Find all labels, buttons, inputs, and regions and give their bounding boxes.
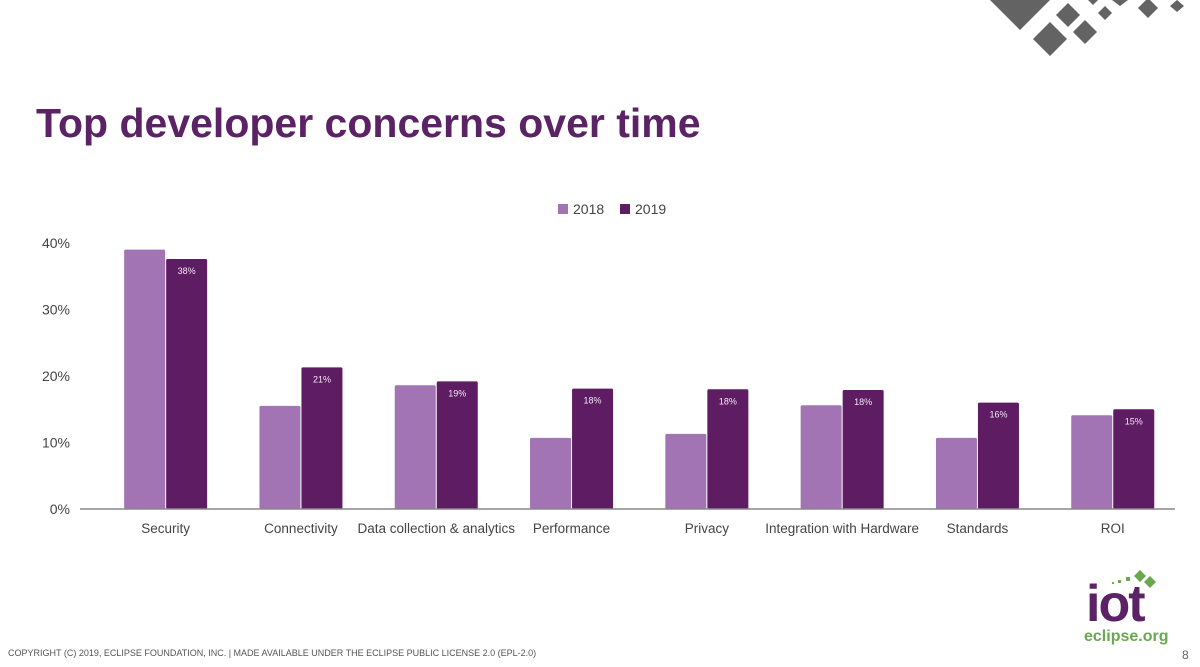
- bar-2018: [1071, 415, 1113, 509]
- copyright-footer: COPYRIGHT (C) 2019, ECLIPSE FOUNDATION, …: [8, 648, 537, 658]
- bar-2018: [530, 437, 572, 509]
- bar-2019: [166, 258, 208, 509]
- bar-2018: [665, 433, 707, 509]
- y-tick-label: 40%: [42, 235, 70, 251]
- bar-2019: [842, 389, 884, 509]
- legend-swatch-2019: [620, 204, 630, 214]
- bar-2019: [436, 381, 478, 509]
- bar-2019: [301, 367, 343, 509]
- slide-title: Top developer concerns over time: [36, 100, 701, 146]
- data-label: 38%: [178, 266, 196, 276]
- bar-2018: [935, 437, 977, 509]
- data-label: 15%: [1125, 416, 1143, 426]
- bar-2019: [977, 402, 1019, 509]
- y-tick-label: 20%: [42, 368, 70, 384]
- x-tick-label: Data collection & analytics: [357, 521, 515, 536]
- legend-label-2019: 2019: [635, 201, 666, 217]
- x-tick-label: Connectivity: [264, 521, 338, 536]
- legend-swatch-2018: [558, 204, 568, 214]
- data-label: 19%: [448, 388, 466, 398]
- bar-2018: [124, 249, 166, 509]
- bar-2018: [394, 385, 436, 509]
- logo-text: iot: [1086, 575, 1146, 633]
- bar-2019: [572, 388, 614, 509]
- logo-subtext: eclipse.org: [1084, 628, 1169, 645]
- bar-chart: 2018 2019 0% 10% 20% 30% 40% 38% Security 21% Conn…: [42, 201, 1175, 536]
- x-tick-label: Integration with Hardware: [765, 521, 919, 536]
- y-tick-label: 10%: [42, 435, 70, 451]
- data-label: 18%: [584, 396, 602, 406]
- decorative-diamonds: [960, 0, 1200, 75]
- bar-2019: [1113, 409, 1155, 509]
- data-label: 18%: [854, 397, 872, 407]
- bar-2019: [707, 389, 749, 509]
- y-tick-label: 30%: [42, 302, 70, 318]
- bar-2018: [800, 405, 842, 509]
- x-tick-label: Standards: [947, 521, 1009, 536]
- x-tick-label: Performance: [533, 521, 610, 536]
- x-tick-label: Privacy: [685, 521, 730, 536]
- page-number: 8: [1182, 648, 1189, 662]
- x-tick-label: ROI: [1101, 521, 1125, 536]
- y-tick-label: 0%: [50, 501, 70, 517]
- legend-label-2018: 2018: [573, 201, 604, 217]
- bar-2018: [259, 405, 301, 509]
- x-tick-label: Security: [141, 521, 190, 536]
- eclipse-iot-logo: iot eclipse.org: [1082, 570, 1172, 654]
- data-label: 18%: [719, 396, 737, 406]
- data-label: 21%: [313, 374, 331, 384]
- data-label: 16%: [989, 410, 1007, 420]
